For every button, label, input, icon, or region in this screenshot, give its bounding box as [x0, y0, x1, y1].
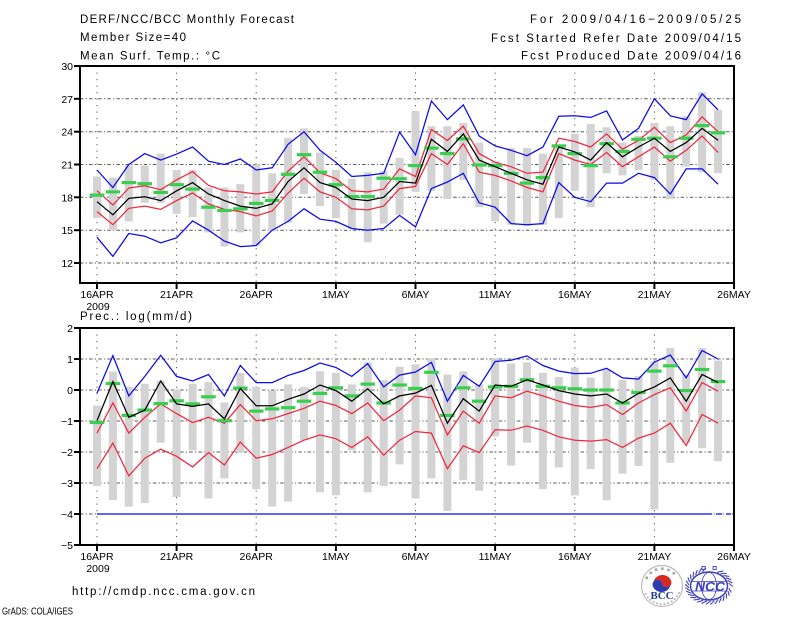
svg-text:DERF/NCC/BCC Monthly Forecast: DERF/NCC/BCC Monthly Forecast	[80, 14, 295, 26]
svg-text:−5: −5	[61, 540, 73, 552]
svg-text:Mean Surf. Temp.: °C: Mean Surf. Temp.: °C	[80, 51, 220, 63]
svg-text:21MAY: 21MAY	[638, 551, 672, 563]
svg-text:−3: −3	[61, 478, 73, 490]
svg-text:16APR: 16APR	[80, 551, 114, 563]
svg-text:1: 1	[67, 354, 73, 366]
svg-text:1MAY: 1MAY	[322, 289, 350, 301]
svg-text:−4: −4	[61, 509, 73, 521]
svg-text:26MAY: 26MAY	[717, 551, 751, 563]
svg-text:Fcst Started Refer Date 2009/0: Fcst Started Refer Date 2009/04/15	[491, 33, 741, 45]
svg-text:16MAY: 16MAY	[558, 289, 592, 301]
svg-text:NCC: NCC	[695, 579, 726, 594]
svg-text:16MAY: 16MAY	[558, 551, 592, 563]
svg-text:Member Size=40: Member Size=40	[80, 32, 186, 44]
svg-text:21MAY: 21MAY	[638, 289, 672, 301]
svg-text:0: 0	[67, 385, 73, 397]
svg-text:30: 30	[61, 61, 73, 73]
svg-text:11MAY: 11MAY	[479, 289, 512, 301]
svg-text:1MAY: 1MAY	[322, 551, 350, 563]
svg-text:−2: −2	[61, 447, 73, 459]
svg-text:15: 15	[61, 225, 73, 237]
svg-text:11MAY: 11MAY	[479, 551, 512, 563]
svg-text:For 2009/04/16−2009/05/25: For 2009/04/16−2009/05/25	[530, 14, 741, 26]
svg-text:BCC: BCC	[651, 590, 674, 602]
svg-text:6MAY: 6MAY	[402, 551, 430, 563]
svg-text:26MAY: 26MAY	[717, 289, 751, 301]
svg-text:6MAY: 6MAY	[402, 289, 430, 301]
svg-text:http://cmdp.ncc.cma.gov.cn: http://cmdp.ncc.cma.gov.cn	[72, 586, 255, 598]
svg-text:Prec.: log(mm/d): Prec.: log(mm/d)	[80, 311, 192, 323]
svg-text:GrADS: COLA/IGES: GrADS: COLA/IGES	[2, 607, 73, 618]
svg-text:24: 24	[61, 127, 73, 139]
svg-text:26APR: 26APR	[240, 289, 274, 301]
svg-text:27: 27	[61, 94, 73, 106]
svg-text:2: 2	[67, 323, 73, 335]
svg-text:12: 12	[61, 258, 73, 270]
svg-text:26APR: 26APR	[240, 551, 274, 563]
svg-text:Fcst Produced Date 2009/04/16: Fcst Produced Date 2009/04/16	[521, 51, 741, 63]
svg-text:16APR: 16APR	[80, 289, 114, 301]
svg-text:21APR: 21APR	[160, 551, 194, 563]
svg-text:18: 18	[61, 192, 73, 204]
svg-text:21: 21	[61, 160, 73, 172]
svg-text:−1: −1	[61, 416, 73, 428]
svg-text:21APR: 21APR	[160, 289, 194, 301]
svg-text:2009: 2009	[86, 563, 110, 575]
